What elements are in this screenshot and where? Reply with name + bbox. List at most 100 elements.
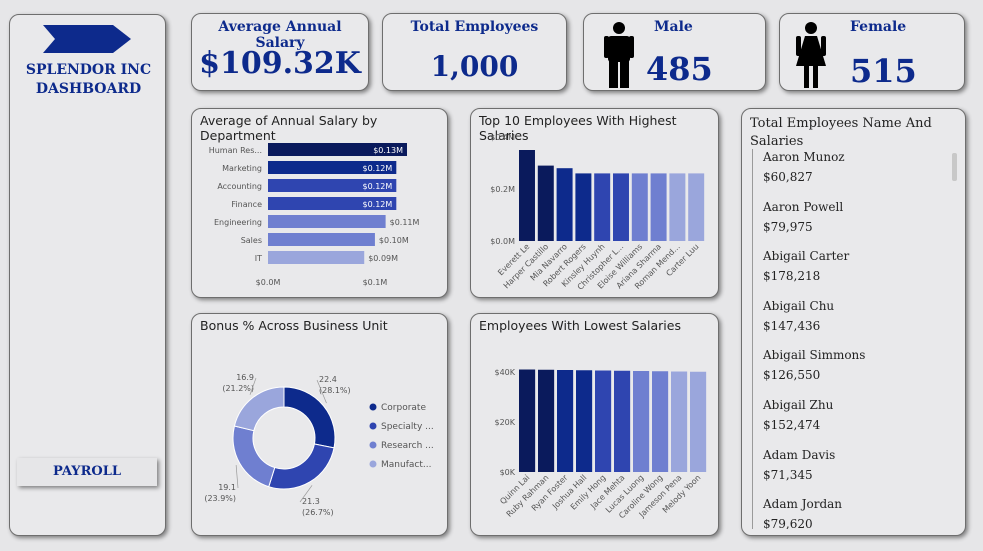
top10-bar xyxy=(650,173,667,241)
bonus-donut-slice xyxy=(268,443,335,490)
dept-chart-title: Average of Annual Salary by Department xyxy=(200,113,378,143)
dashboard-title: SPLENDOR INC DASHBOARD xyxy=(25,62,152,97)
list-item[interactable]: Aaron Munoz $60,827 xyxy=(752,149,956,199)
lowest-bar xyxy=(671,371,688,472)
dept-x-tick-label: $0.0M xyxy=(256,278,281,287)
employee-salary: $60,827 xyxy=(763,170,813,184)
employee-salary: $147,436 xyxy=(763,318,821,333)
employee-list-card: Total Employees Name And Salaries Aaron … xyxy=(741,108,966,536)
bonus-slice-value-label: 19.1 xyxy=(218,483,236,492)
kpi-male-card: Male 485 xyxy=(583,13,766,91)
top10-salary-chart-card: Top 10 Employees With Highest Salaries $… xyxy=(470,108,719,298)
employee-salary: $126,550 xyxy=(763,368,821,383)
kpi-male-value: 485 xyxy=(646,50,713,88)
top10-y-tick-label: $0.4M xyxy=(490,133,515,142)
top10-bar xyxy=(594,173,611,241)
list-scrollbar[interactable] xyxy=(952,153,957,181)
dept-bar-value-label: $0.12M xyxy=(362,164,392,173)
employee-list[interactable]: Aaron Munoz $60,827 Aaron Powell $79,975 Abi… xyxy=(748,149,956,529)
list-item[interactable]: Abigail Carter $178,218 xyxy=(752,248,956,298)
top10-bar xyxy=(575,173,592,241)
dept-bar xyxy=(268,251,365,264)
employee-name: Abigail Carter xyxy=(763,249,850,264)
dept-bar-value-label: $0.11M xyxy=(390,218,420,227)
dept-bar xyxy=(268,161,397,174)
kpi-female-card: Female 515 xyxy=(779,13,965,91)
lowest-bar xyxy=(519,369,536,472)
list-item[interactable]: Abigail Simmons $126,550 xyxy=(752,347,956,397)
list-item[interactable]: Abigail Chu $147,436 xyxy=(752,297,956,348)
bonus-donut-slice xyxy=(283,386,336,449)
employee-name: Abigail Zhu xyxy=(763,397,834,412)
dept-bar xyxy=(268,179,397,192)
kpi-avg-salary-title: Average Annual Salary xyxy=(218,19,342,51)
lowest-bar xyxy=(576,370,593,472)
bonus-slice-percent-label: (23.9%) xyxy=(204,494,236,503)
dept-category-label: Human Res... xyxy=(209,146,262,155)
bonus-chart-card: Bonus % Across Business Unit 22.4 (28.1%)… xyxy=(191,313,448,536)
kpi-avg-salary-value: $109.32K xyxy=(199,46,361,81)
kpi-total-employees-title: Total Employees xyxy=(410,19,539,35)
dept-category-label: IT xyxy=(255,254,262,263)
employee-name: Adam Jordan xyxy=(763,497,843,512)
bonus-leader-line xyxy=(316,379,327,404)
lowest-bar xyxy=(557,370,574,472)
employee-salary: $152,474 xyxy=(763,417,821,432)
top10-bar xyxy=(688,173,705,241)
lowest-y-tick-label: $0K xyxy=(500,468,516,477)
employee-list-title: Total Employees Name And Salaries xyxy=(750,116,932,149)
bonus-chart-svg: 22.4 (28.1%) 21.3 (26.7%) 19.1 (23.9%) 16.9 (21… xyxy=(204,373,434,517)
dept-chart-svg: Human Res... $0.13M Marketing $0.12M Account… xyxy=(209,143,420,287)
dept-bar xyxy=(268,143,407,156)
bonus-slice-percent-label: (26.7%) xyxy=(302,508,334,517)
lowest-bar xyxy=(538,369,555,472)
lowest-y-tick-label: $40K xyxy=(494,368,515,377)
dept-bar xyxy=(268,233,375,246)
dept-salary-chart-card: Average of Annual Salary by Department H… xyxy=(191,108,448,298)
lowest-y-tick-label: $20K xyxy=(494,418,515,427)
employee-salary: $178,218 xyxy=(763,269,821,284)
bonus-slice-percent-label: (28.1%) xyxy=(319,386,351,395)
dept-x-tick-label: $0.1M xyxy=(363,278,388,287)
kpi-total-employees-card: Total Employees 1,000 xyxy=(382,13,567,91)
top10-bar xyxy=(556,168,573,241)
bonus-chart-title: Bonus % Across Business Unit xyxy=(200,318,388,333)
employee-name: Abigail Chu xyxy=(763,298,835,313)
dept-bar-value-label: $0.12M xyxy=(362,200,392,209)
top10-y-tick-label: $0.2M xyxy=(490,185,515,194)
bonus-slice-percent-label: (21.2%) xyxy=(222,384,254,393)
bonus-donut-slice xyxy=(233,386,285,432)
list-item[interactable]: Abigail Zhu $152,474 xyxy=(752,396,956,447)
bonus-leader-line xyxy=(299,485,313,503)
lowest-bar xyxy=(614,370,631,472)
lowest-chart-title: Employees With Lowest Salaries xyxy=(479,318,681,333)
employee-salary: $79,975 xyxy=(763,219,813,234)
top10-bar xyxy=(669,173,686,241)
dept-category-label: Marketing xyxy=(222,164,262,173)
dept-bar-value-label: $0.10M xyxy=(379,236,409,245)
payroll-button[interactable]: PAYROLL xyxy=(17,458,157,486)
dept-bar-value-label: $0.09M xyxy=(368,254,398,263)
employee-name: Abigail Simmons xyxy=(763,348,866,363)
list-item[interactable]: Adam Jordan $79,620 xyxy=(752,496,956,529)
list-item[interactable]: Adam Davis $71,345 xyxy=(752,446,956,497)
top10-bar xyxy=(613,173,629,241)
lowest-bar xyxy=(595,370,612,472)
dept-category-label: Engineering xyxy=(214,218,262,227)
employee-salary: $79,620 xyxy=(763,517,813,529)
employee-name: Aaron Munoz xyxy=(763,150,845,164)
dept-bar xyxy=(268,215,386,228)
bonus-slice-value-label: 22.4 xyxy=(319,375,337,384)
dept-bar-value-label: $0.12M xyxy=(362,182,392,191)
bonus-legend-label: Research ... xyxy=(381,441,434,451)
list-item[interactable]: Aaron Powell $79,975 xyxy=(752,198,956,249)
dept-bar-value-label: $0.13M xyxy=(373,146,403,155)
dept-category-label: Sales xyxy=(241,236,262,245)
employee-name: Aaron Powell xyxy=(763,199,844,214)
female-icon xyxy=(796,22,826,88)
kpi-female-value: 515 xyxy=(850,52,917,90)
bonus-slice-value-label: 16.9 xyxy=(236,373,254,382)
kpi-total-employees-value: 1,000 xyxy=(430,50,519,83)
bonus-legend-marker xyxy=(369,441,377,449)
